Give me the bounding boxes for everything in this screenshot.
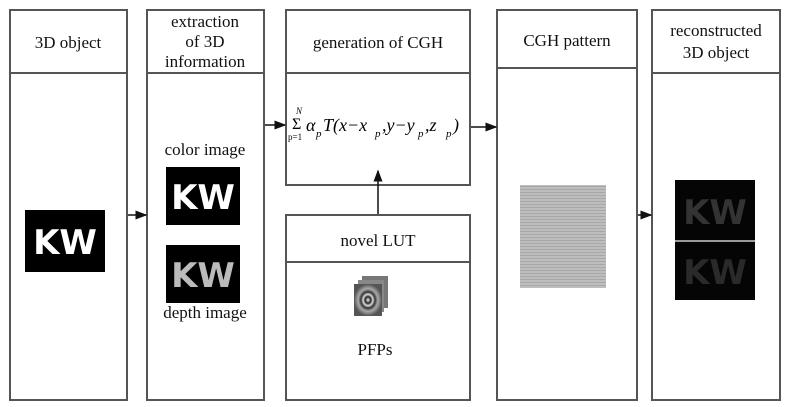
- image-text: KW: [33, 223, 97, 263]
- formula-part: Σ: [292, 116, 301, 133]
- label: color image: [165, 140, 246, 159]
- panel-title: generation of CGH: [313, 33, 443, 52]
- diagram: 3D object KW extraction of 3D informatio…: [0, 0, 785, 407]
- label: depth image: [163, 303, 247, 322]
- lut-label: PFPs: [358, 340, 393, 359]
- formula-part: ,z: [425, 115, 437, 135]
- formula-part: N: [295, 106, 303, 116]
- lut-title: novel LUT: [340, 231, 416, 250]
- formula-part: α: [306, 115, 316, 135]
- panel-title: CGH pattern: [523, 31, 611, 50]
- formula-part: p: [445, 128, 452, 140]
- formula-part: p: [315, 128, 322, 140]
- panel-title: reconstructed: [670, 21, 762, 40]
- formula-part: p: [374, 128, 381, 140]
- panel-title: of 3D: [185, 32, 224, 51]
- panel-title: 3D object: [683, 43, 750, 62]
- formula-part: ,y−y: [382, 115, 415, 135]
- panel-title: 3D object: [35, 33, 102, 52]
- panel: [10, 10, 127, 400]
- image-text: KW: [171, 256, 235, 296]
- formula-part: ): [452, 115, 459, 136]
- image-text: KW: [683, 193, 747, 233]
- formula-part: p=1: [288, 132, 302, 142]
- panel-title: extraction: [171, 12, 239, 31]
- formula-part: T(x−x: [323, 115, 367, 136]
- panel-title: information: [165, 52, 246, 71]
- image-text: KW: [171, 178, 235, 218]
- image-text: KW: [683, 253, 747, 293]
- formula-part: p: [417, 128, 424, 140]
